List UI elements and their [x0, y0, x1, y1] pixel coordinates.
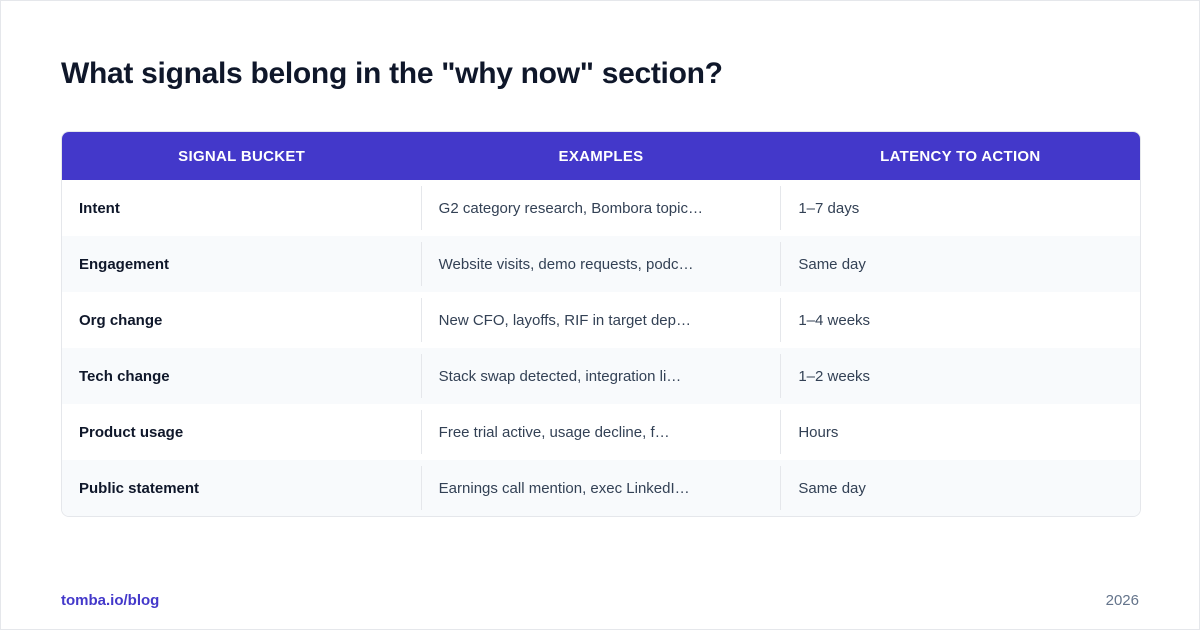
header-examples: EXAMPLES [558, 147, 644, 165]
cell-examples: Earnings call mention, exec LinkedI… [420, 466, 781, 510]
table-body: Intent G2 category research, Bombora top… [62, 180, 1140, 516]
signals-table: SIGNAL BUCKET EXAMPLES LATENCY TO ACTION… [61, 131, 1141, 517]
cell-examples: G2 category research, Bombora topic… [420, 186, 781, 230]
table-row: Intent G2 category research, Bombora top… [62, 180, 1140, 236]
table-row: Tech change Stack swap detected, integra… [62, 348, 1140, 404]
cell-examples: Stack swap detected, integration li… [420, 354, 781, 398]
header-signal-bucket: SIGNAL BUCKET [178, 147, 306, 165]
table-header: SIGNAL BUCKET EXAMPLES LATENCY TO ACTION [62, 132, 1140, 180]
cell-latency: 1–2 weeks [780, 354, 1140, 398]
cell-bucket: Public statement [79, 479, 200, 497]
page-title: What signals belong in the "why now" sec… [61, 57, 723, 90]
cell-latency: Same day [780, 466, 1140, 510]
header-latency: LATENCY TO ACTION [880, 147, 1041, 165]
cell-bucket: Tech change [79, 367, 170, 385]
cell-bucket: Org change [79, 311, 163, 329]
cell-examples: Website visits, demo requests, podc… [420, 242, 781, 286]
cell-bucket: Engagement [79, 255, 170, 273]
cell-examples: Free trial active, usage decline, f… [420, 410, 781, 454]
cell-bucket: Intent [79, 199, 120, 217]
cell-examples: New CFO, layoffs, RIF in target dep… [420, 298, 781, 342]
table-row: Public statement Earnings call mention, … [62, 460, 1140, 516]
cell-latency: 1–4 weeks [780, 298, 1140, 342]
cell-latency: 1–7 days [780, 186, 1140, 230]
cell-latency: Same day [780, 242, 1140, 286]
cell-latency: Hours [780, 410, 1140, 454]
table-row: Product usage Free trial active, usage d… [62, 404, 1140, 460]
blog-link[interactable]: tomba.io/blog [61, 592, 160, 609]
footer-year: 2026 [1105, 592, 1139, 609]
cell-bucket: Product usage [79, 423, 184, 441]
table-row: Org change New CFO, layoffs, RIF in targ… [62, 292, 1140, 348]
table-row: Engagement Website visits, demo requests… [62, 236, 1140, 292]
